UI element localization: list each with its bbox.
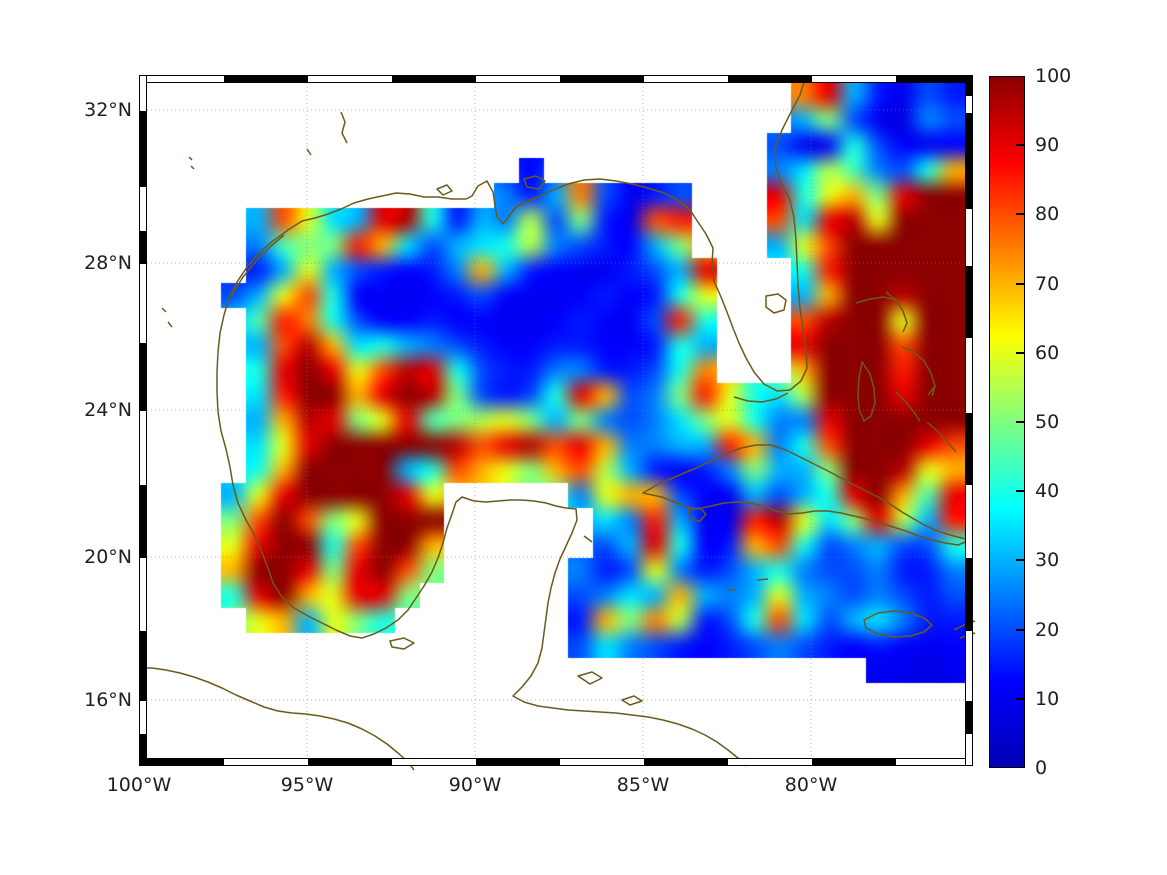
lon-tick-label: 85°W [616, 774, 670, 796]
map-frame-left [139, 75, 147, 766]
colorbar-tick-label: 50 [1035, 411, 1060, 433]
colorbar-tick [1016, 628, 1024, 631]
colorbar-tick-label: 70 [1035, 272, 1060, 295]
colorbar-tick [1016, 559, 1024, 562]
lon-tick-label: 95°W [280, 774, 334, 796]
colorbar-tick [1016, 144, 1024, 147]
colorbar-tick [1016, 351, 1024, 354]
colorbar-tick-label: 100 [1035, 65, 1072, 87]
colorbar-tick-label: 90 [1035, 134, 1060, 157]
colorbar-tick [1016, 421, 1024, 423]
colorbar-tick-label: 30 [1035, 549, 1060, 572]
lat-tick-label: 28°N [84, 252, 132, 274]
colorbar-tick-label: 20 [1035, 618, 1060, 641]
lat-tick-label: 24°N [84, 399, 132, 421]
lat-tick-label: 16°N [84, 689, 132, 711]
lon-tick-label: 100°W [106, 774, 172, 796]
lon-tick-label: 90°W [448, 774, 502, 796]
colorbar-tick-label: 80 [1035, 203, 1060, 226]
map-frame-right [965, 75, 973, 766]
map-frame-bottom [139, 758, 973, 766]
colorbar-tick-label: 10 [1035, 687, 1060, 710]
colorbar-tick-label: 40 [1035, 480, 1060, 503]
map-frame-top [139, 75, 973, 83]
colorbar-tick-label: 60 [1035, 341, 1060, 364]
heatmap-canvas [147, 83, 965, 758]
colorbar-tick [1016, 213, 1024, 216]
lat-tick-label: 32°N [84, 99, 132, 121]
colorbar-tick [1016, 282, 1024, 285]
lon-tick-label: 80°W [784, 774, 838, 796]
colorbar-tick [1016, 697, 1024, 700]
lat-tick-label: 20°N [84, 546, 132, 568]
colorbar-tick [1016, 490, 1024, 493]
colorbar-tick-label: 0 [1035, 757, 1048, 779]
